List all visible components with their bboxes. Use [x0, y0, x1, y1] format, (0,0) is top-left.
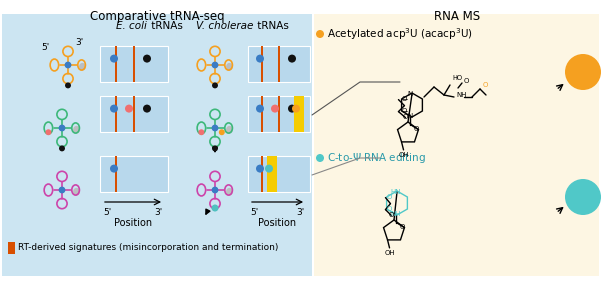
- Circle shape: [64, 61, 72, 69]
- Text: 5': 5': [103, 208, 111, 217]
- Text: O: O: [402, 96, 408, 102]
- Text: V. cholerae: V. cholerae: [196, 21, 253, 31]
- Text: RNA MS: RNA MS: [434, 10, 480, 23]
- Circle shape: [211, 125, 219, 131]
- Bar: [2, 14, 312, 276]
- Ellipse shape: [73, 188, 80, 195]
- Circle shape: [256, 55, 264, 63]
- Text: O: O: [464, 78, 470, 84]
- Circle shape: [316, 154, 324, 162]
- Circle shape: [45, 129, 51, 135]
- Text: E. coli: E. coli: [116, 21, 147, 31]
- Text: O: O: [387, 206, 393, 212]
- Text: AcpA: AcpA: [569, 67, 597, 77]
- Bar: [248, 46, 310, 82]
- Text: NH: NH: [391, 211, 402, 217]
- Circle shape: [143, 55, 151, 63]
- Bar: [133, 96, 135, 132]
- Circle shape: [199, 129, 204, 135]
- Bar: [278, 96, 280, 132]
- Circle shape: [143, 105, 151, 113]
- Circle shape: [125, 105, 133, 113]
- Text: C-to-$\Psi$ RNA editing: C-to-$\Psi$ RNA editing: [327, 151, 426, 165]
- Text: O: O: [387, 194, 393, 200]
- Circle shape: [110, 105, 118, 113]
- Circle shape: [212, 82, 218, 88]
- Circle shape: [65, 82, 71, 88]
- Bar: [115, 96, 117, 132]
- Circle shape: [271, 105, 279, 113]
- Bar: [100, 96, 168, 132]
- Text: O: O: [403, 114, 408, 120]
- Text: tRNAs: tRNAs: [254, 21, 289, 31]
- Circle shape: [316, 30, 324, 38]
- Circle shape: [211, 204, 219, 212]
- Text: Comparative tRNA-seq: Comparative tRNA-seq: [90, 10, 225, 23]
- Bar: [261, 46, 263, 82]
- Text: O: O: [389, 212, 394, 218]
- Circle shape: [288, 55, 296, 63]
- Circle shape: [288, 105, 296, 113]
- Text: Position: Position: [114, 218, 152, 228]
- Bar: [248, 156, 310, 192]
- Text: tRNAs: tRNAs: [148, 21, 183, 31]
- Bar: [248, 96, 310, 132]
- Bar: [100, 46, 168, 82]
- Ellipse shape: [226, 188, 233, 195]
- Text: OH: OH: [384, 250, 395, 256]
- Circle shape: [110, 55, 118, 63]
- Bar: [314, 14, 599, 276]
- Circle shape: [256, 165, 264, 173]
- Text: 5': 5': [42, 43, 50, 52]
- Bar: [115, 46, 117, 82]
- Ellipse shape: [226, 126, 233, 133]
- Circle shape: [110, 165, 118, 173]
- Ellipse shape: [79, 63, 86, 70]
- Circle shape: [219, 129, 225, 135]
- Text: TrcP: TrcP: [571, 192, 595, 202]
- Circle shape: [211, 187, 219, 193]
- Circle shape: [212, 146, 218, 151]
- Bar: [115, 156, 117, 192]
- Text: OH: OH: [398, 152, 409, 158]
- Bar: [8, 242, 15, 254]
- Circle shape: [256, 105, 264, 113]
- Text: N: N: [408, 91, 412, 97]
- Bar: [278, 46, 280, 82]
- Bar: [261, 156, 263, 192]
- Bar: [267, 156, 277, 192]
- Text: O: O: [414, 126, 418, 132]
- Text: RT-derived signatures (misincorporation and termination): RT-derived signatures (misincorporation …: [18, 243, 278, 252]
- Bar: [100, 156, 168, 192]
- Circle shape: [565, 54, 601, 90]
- Circle shape: [58, 187, 66, 193]
- Text: HN: HN: [391, 189, 402, 195]
- Text: 5': 5': [250, 208, 258, 217]
- Text: 3': 3': [76, 38, 84, 47]
- Bar: [294, 96, 304, 132]
- Circle shape: [58, 125, 66, 131]
- Text: O: O: [483, 82, 488, 88]
- Text: NH: NH: [456, 92, 467, 98]
- Circle shape: [265, 165, 273, 173]
- Text: O: O: [402, 108, 408, 114]
- Text: 3': 3': [297, 208, 305, 217]
- Text: O: O: [399, 224, 405, 230]
- Text: 3': 3': [155, 208, 163, 217]
- Circle shape: [292, 105, 300, 113]
- Ellipse shape: [226, 63, 233, 70]
- Text: Position: Position: [258, 218, 296, 228]
- Circle shape: [565, 179, 601, 215]
- Bar: [261, 96, 263, 132]
- Ellipse shape: [73, 126, 80, 133]
- Circle shape: [211, 61, 219, 69]
- Text: N: N: [408, 113, 412, 119]
- Text: HO: HO: [452, 75, 462, 81]
- Bar: [133, 46, 135, 82]
- Text: Acetylated acp$^3$U (acacp$^3$U): Acetylated acp$^3$U (acacp$^3$U): [327, 26, 473, 42]
- Circle shape: [59, 146, 65, 151]
